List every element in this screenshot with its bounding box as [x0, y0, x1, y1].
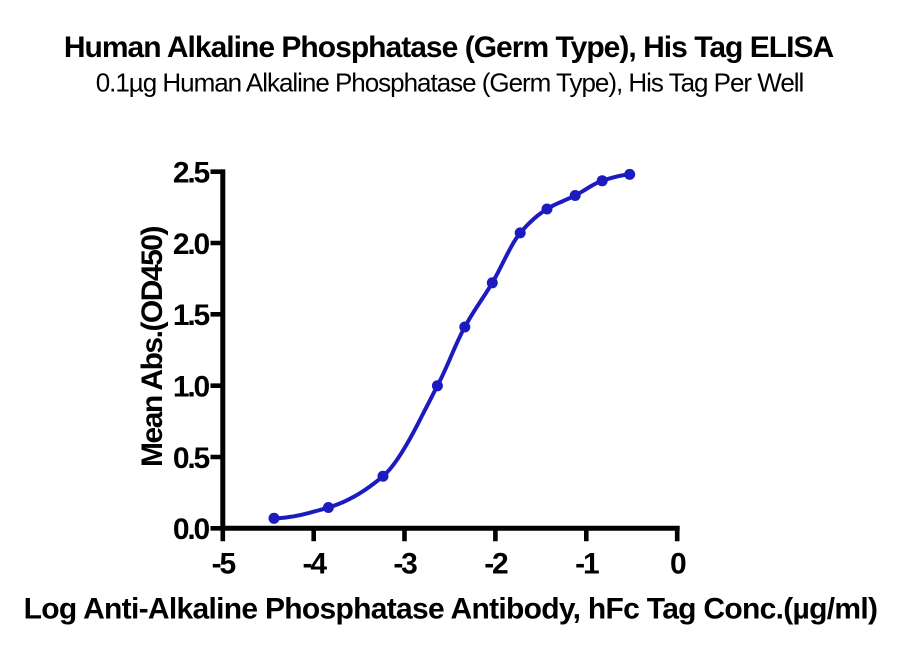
svg-text:-4: -4: [303, 547, 328, 580]
svg-text:0.0: 0.0: [173, 513, 210, 546]
svg-text:0.5: 0.5: [173, 442, 210, 475]
svg-text:0: 0: [670, 547, 686, 580]
svg-text:-1: -1: [575, 547, 599, 580]
svg-text:Log Anti-Alkaline Phosphatase: Log Anti-Alkaline Phosphatase Antibody, …: [24, 592, 878, 625]
svg-text:-5: -5: [212, 547, 236, 580]
svg-text:1.5: 1.5: [173, 299, 210, 332]
svg-text:-3: -3: [393, 547, 417, 580]
svg-text:Human Alkaline Phosphatase (Ge: Human Alkaline Phosphatase (Germ Type), …: [64, 31, 834, 64]
svg-text:Mean Abs.(OD450): Mean Abs.(OD450): [136, 227, 169, 467]
svg-text:1.0: 1.0: [173, 371, 210, 404]
svg-text:2.5: 2.5: [173, 157, 210, 190]
svg-text:2.0: 2.0: [173, 228, 210, 261]
svg-text:0.1µg Human Alkaline Phosphata: 0.1µg Human Alkaline Phosphatase (Germ T…: [96, 68, 804, 98]
svg-text:-2: -2: [484, 547, 508, 580]
